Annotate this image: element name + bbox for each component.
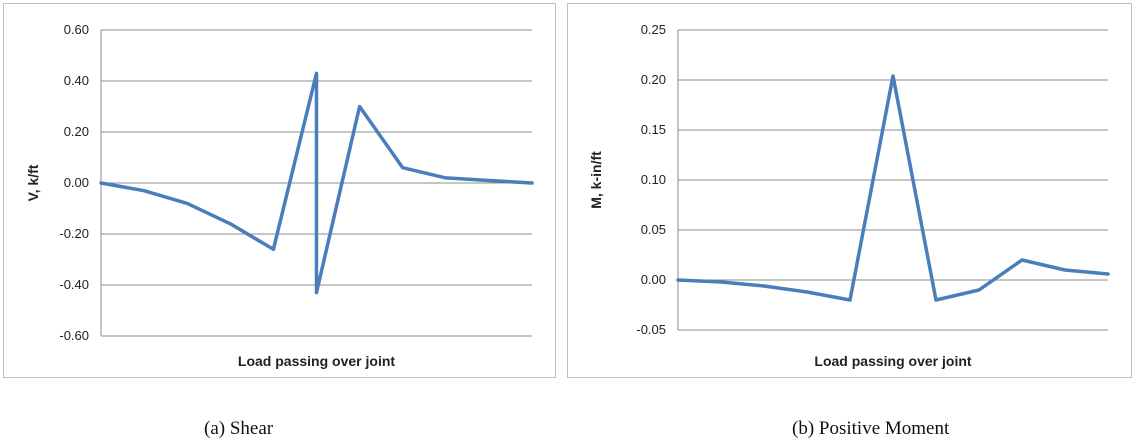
moment-x-axis-title: Load passing over joint	[814, 353, 971, 369]
moment-chart-panel: 0.25 0.20 0.15 0.10 0.05 0.00 -0.05 M, k-in/ft L…	[567, 3, 1132, 378]
moment-series-line	[676, 74, 1110, 302]
moment-y-tick-label: 0.00	[641, 272, 666, 287]
moment-chart: 0.25 0.20 0.15 0.10 0.05 0.00 -0.05 M, k-in/ft L…	[588, 22, 1110, 369]
moment-y-tick-label: 0.15	[641, 122, 666, 137]
shear-y-tick-label: -0.60	[59, 328, 89, 343]
shear-y-axis-title: V, k/ft	[25, 164, 41, 201]
shear-chart: 0.60 0.40 0.20 0.00 -0.20 -0.40 -0.60 V, k/ft Lo…	[25, 22, 534, 369]
moment-y-tick-label: 0.10	[641, 172, 666, 187]
shear-x-axis-title: Load passing over joint	[238, 353, 395, 369]
moment-y-tick-label: 0.20	[641, 72, 666, 87]
moment-y-tick-label: 0.05	[641, 222, 666, 237]
shear-y-tick-label: -0.40	[59, 277, 89, 292]
shear-y-tick-label: 0.20	[64, 124, 89, 139]
shear-caption: (a) Shear	[204, 418, 274, 439]
shear-y-tick-label: 0.60	[64, 22, 89, 37]
shear-chart-panel: 0.60 0.40 0.20 0.00 -0.20 -0.40 -0.60 V, k/ft Lo…	[3, 3, 556, 378]
moment-y-axis-title: M, k-in/ft	[588, 151, 604, 209]
shear-series-line	[99, 71, 534, 295]
moment-caption: (b) Positive Moment	[792, 418, 950, 439]
shear-y-tick-label: 0.40	[64, 73, 89, 88]
moment-y-tick-label: -0.05	[636, 322, 666, 337]
shear-y-tick-label: -0.20	[59, 226, 89, 241]
moment-y-tick-label: 0.25	[641, 22, 666, 37]
shear-y-tick-label: 0.00	[64, 175, 89, 190]
